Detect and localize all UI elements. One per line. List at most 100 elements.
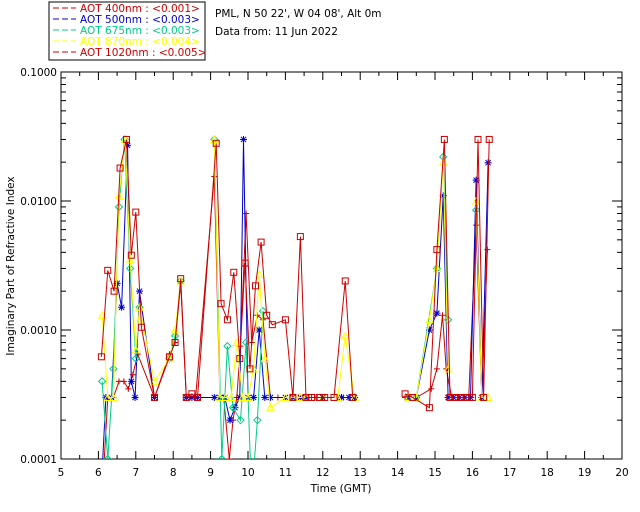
x-tick-label: 12 — [316, 467, 329, 479]
data-point — [480, 393, 488, 401]
data-point — [194, 393, 202, 401]
data-point — [171, 339, 179, 347]
data-point — [110, 287, 118, 295]
data-point — [253, 415, 262, 425]
data-point — [259, 316, 266, 323]
data-point — [170, 325, 180, 334]
y-axis-title: Imaginary Part of Refractive Index — [5, 176, 17, 355]
data-point — [116, 164, 124, 172]
data-point — [401, 390, 409, 398]
series-4 — [97, 135, 493, 412]
data-point — [425, 404, 433, 412]
data-point — [238, 392, 247, 401]
data-point — [150, 376, 159, 385]
data-point — [236, 355, 244, 363]
x-tick-label: 5 — [58, 467, 65, 479]
data-point — [474, 135, 482, 143]
data-point — [338, 393, 345, 401]
series-line-4 — [100, 139, 490, 409]
series-line-3 — [101, 139, 489, 409]
data-point — [226, 416, 234, 424]
x-tick-label: 18 — [541, 467, 554, 479]
data-point — [340, 331, 350, 340]
x-tick-label: 11 — [279, 467, 292, 479]
data-point — [263, 311, 271, 319]
series-1 — [102, 135, 492, 459]
data-point — [425, 326, 433, 334]
legend-box — [48, 1, 206, 61]
data-point — [113, 279, 121, 287]
site-info: PML, N 50 22', W 04 08', Alt 0m — [215, 8, 382, 20]
y-tick-label: 0.1000 — [20, 67, 57, 79]
data-point — [250, 393, 258, 401]
series-3 — [97, 134, 493, 412]
data-point — [433, 365, 440, 372]
data-point — [411, 392, 421, 401]
series-0 — [99, 173, 491, 501]
data-point — [125, 255, 135, 264]
data-point — [226, 392, 236, 401]
x-tick-label: 13 — [354, 467, 367, 479]
data-point — [268, 321, 276, 329]
data-point — [217, 300, 225, 308]
data-point — [281, 392, 290, 401]
x-tick-label: 14 — [391, 467, 405, 479]
data-point — [177, 275, 185, 283]
data-point — [432, 263, 442, 272]
data-point — [345, 393, 353, 401]
series-2 — [97, 135, 481, 501]
data-point — [433, 309, 441, 317]
data-point — [236, 393, 244, 401]
data-point — [188, 390, 196, 398]
x-axis-title: Time (GMT) — [310, 483, 372, 495]
y-tick-label: 0.0010 — [20, 325, 57, 337]
data-point — [308, 393, 316, 401]
data-point — [246, 365, 254, 373]
data-point — [125, 264, 135, 273]
data-point — [258, 306, 268, 316]
x-tick-label: 19 — [578, 467, 591, 479]
data-point — [103, 392, 113, 401]
x-tick-label: 7 — [132, 467, 139, 479]
data-point — [99, 495, 105, 501]
x-tick-label: 15 — [428, 467, 441, 479]
data-point — [221, 392, 230, 401]
data-point — [215, 392, 225, 401]
data-point — [433, 246, 441, 254]
data-point — [122, 135, 130, 143]
data-point — [409, 393, 417, 401]
data-point — [266, 403, 275, 412]
data-point — [151, 393, 158, 401]
legend-label: AOT 500nm : <0.003> — [80, 14, 200, 26]
data-point — [131, 354, 141, 363]
data-point — [127, 251, 135, 259]
series-line-2 — [102, 140, 476, 498]
x-tick-label: 16 — [466, 467, 480, 479]
data-point — [188, 393, 196, 401]
data-point — [217, 454, 227, 459]
data-point — [439, 312, 446, 319]
data-point — [281, 316, 289, 324]
data-point — [296, 233, 304, 241]
data-point — [127, 377, 135, 385]
data-point — [248, 494, 255, 501]
data-point — [349, 393, 357, 401]
series-line-1 — [102, 139, 489, 459]
data-point — [266, 393, 274, 401]
data-point — [210, 134, 219, 143]
legend-label: AOT 870nm : <0.004> — [80, 36, 200, 48]
data-point — [240, 135, 248, 143]
data-point — [260, 354, 270, 363]
data-point — [228, 403, 238, 412]
data-point — [472, 176, 480, 184]
data-point — [321, 393, 329, 401]
data-point — [109, 364, 118, 374]
data-point — [182, 393, 190, 401]
data-point — [428, 385, 435, 392]
data-point — [230, 268, 238, 276]
data-point — [330, 393, 338, 401]
data-point — [97, 310, 107, 319]
data-point — [223, 341, 232, 351]
x-tick-label: 10 — [241, 467, 254, 479]
